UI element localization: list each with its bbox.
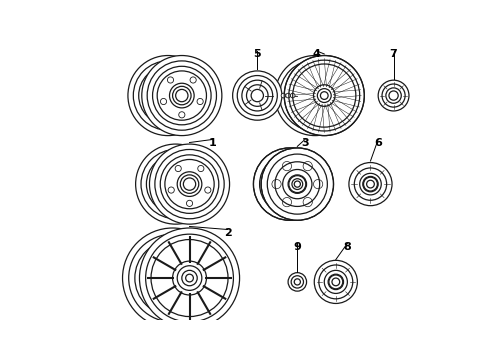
Circle shape bbox=[261, 148, 334, 220]
Circle shape bbox=[314, 260, 357, 303]
Circle shape bbox=[160, 98, 167, 105]
Circle shape bbox=[179, 112, 185, 118]
Circle shape bbox=[288, 273, 307, 291]
Circle shape bbox=[378, 80, 409, 111]
Circle shape bbox=[189, 186, 195, 193]
Circle shape bbox=[128, 55, 208, 136]
Text: 6: 6 bbox=[374, 138, 382, 148]
Circle shape bbox=[233, 71, 282, 120]
Text: 2: 2 bbox=[224, 228, 232, 238]
Circle shape bbox=[286, 93, 291, 98]
Circle shape bbox=[186, 200, 193, 206]
Text: 8: 8 bbox=[343, 242, 351, 252]
Circle shape bbox=[275, 55, 355, 136]
Text: 9: 9 bbox=[294, 242, 301, 252]
Text: 1: 1 bbox=[209, 138, 217, 148]
Circle shape bbox=[253, 148, 326, 220]
Circle shape bbox=[197, 98, 203, 105]
Circle shape bbox=[349, 163, 392, 206]
Text: 4: 4 bbox=[313, 49, 320, 59]
Circle shape bbox=[168, 77, 173, 83]
Circle shape bbox=[183, 167, 189, 174]
Circle shape bbox=[181, 98, 187, 104]
Circle shape bbox=[163, 167, 169, 174]
Circle shape bbox=[165, 109, 171, 116]
Circle shape bbox=[149, 98, 155, 104]
Circle shape bbox=[136, 144, 216, 224]
Circle shape bbox=[284, 55, 365, 136]
Circle shape bbox=[156, 186, 163, 193]
Circle shape bbox=[175, 166, 181, 172]
Circle shape bbox=[198, 166, 204, 172]
Circle shape bbox=[142, 55, 222, 136]
Circle shape bbox=[172, 198, 179, 204]
Text: 3: 3 bbox=[301, 138, 309, 148]
Circle shape bbox=[140, 228, 240, 328]
Circle shape bbox=[175, 79, 181, 85]
Circle shape bbox=[149, 144, 229, 224]
Text: 7: 7 bbox=[390, 49, 397, 59]
Text: 5: 5 bbox=[253, 49, 261, 59]
Circle shape bbox=[281, 93, 286, 98]
Circle shape bbox=[122, 228, 222, 328]
Circle shape bbox=[168, 187, 174, 193]
Circle shape bbox=[291, 93, 295, 98]
Circle shape bbox=[205, 187, 211, 193]
Circle shape bbox=[190, 77, 196, 83]
Circle shape bbox=[155, 79, 161, 85]
